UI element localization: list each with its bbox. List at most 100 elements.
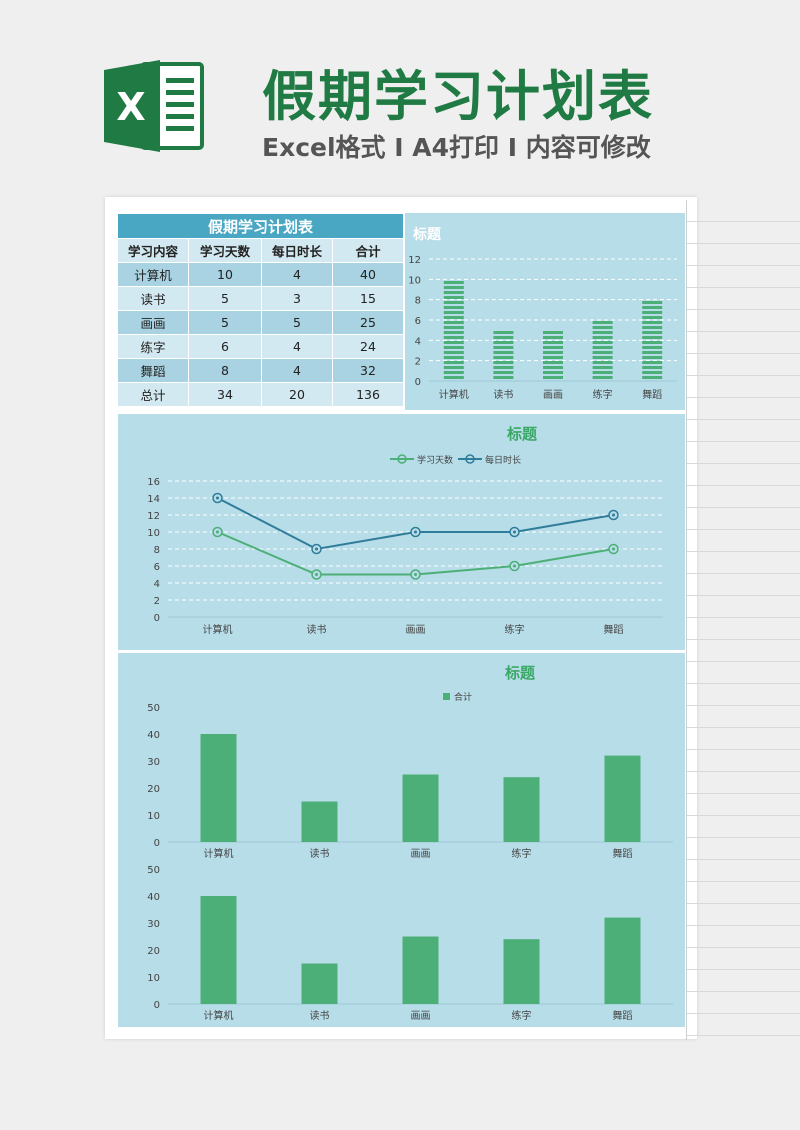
column-header[interactable]: 每日时长 <box>261 238 333 263</box>
table-cell[interactable]: 24 <box>331 334 405 359</box>
y-tick-label: 50 <box>147 703 160 714</box>
table-cell[interactable]: 总计 <box>117 382 189 407</box>
y-tick-label: 10 <box>408 275 421 286</box>
excel-logo-letter: X <box>116 85 145 129</box>
bar <box>200 896 237 1004</box>
y-tick-label: 50 <box>147 865 160 876</box>
data-point-center <box>414 573 417 576</box>
data-point-center <box>513 530 516 534</box>
data-point-center <box>414 530 417 534</box>
x-tick-label: 画画 <box>543 390 563 401</box>
y-tick-label: 10 <box>147 811 160 822</box>
y-tick-label: 2 <box>415 357 421 368</box>
legend-label: 合计 <box>454 691 472 703</box>
table-cell[interactable]: 25 <box>331 310 405 335</box>
y-tick-label: 20 <box>147 946 160 957</box>
bar <box>604 917 641 1004</box>
y-tick-label: 6 <box>154 562 160 573</box>
y-tick-label: 12 <box>408 255 421 266</box>
x-tick-label: 画画 <box>406 625 426 636</box>
spreadsheet-gridlines <box>686 200 800 1040</box>
table-row-total: 总计 34 20 136 <box>117 382 405 407</box>
y-tick-label: 2 <box>154 596 160 607</box>
x-tick-label: 计算机 <box>204 847 234 860</box>
legend-marker <box>397 454 407 464</box>
table-cell[interactable]: 画画 <box>117 310 189 335</box>
table-cell[interactable]: 10 <box>188 262 262 287</box>
data-point-center <box>612 513 615 517</box>
table-cell[interactable]: 15 <box>331 286 405 311</box>
data-point-center <box>315 547 318 551</box>
y-tick-label: 0 <box>154 1000 160 1011</box>
table-header-row: 学习内容 学习天数 每日时长 合计 <box>117 238 405 263</box>
y-tick-label: 30 <box>147 757 160 768</box>
x-tick-label: 计算机 <box>439 388 469 401</box>
table-row: 画画 5 5 25 <box>117 310 405 335</box>
y-tick-label: 40 <box>147 730 160 741</box>
chart-days-bar[interactable]: 标题 0 2 4 6 8 10 12 计算机 读书 画画 练字 舞蹈 <box>405 213 685 410</box>
table-cell[interactable]: 4 <box>261 358 333 383</box>
x-tick-label: 舞蹈 <box>613 848 633 860</box>
column-header[interactable]: 学习内容 <box>117 238 189 263</box>
bar <box>301 801 338 842</box>
y-tick-label: 6 <box>415 316 421 327</box>
table-cell[interactable]: 舞蹈 <box>117 358 189 383</box>
table-cell[interactable]: 40 <box>331 262 405 287</box>
table-cell[interactable]: 练字 <box>117 334 189 359</box>
y-tick-label: 4 <box>154 579 160 590</box>
x-tick-label: 画画 <box>411 849 431 860</box>
table-cell[interactable]: 136 <box>331 382 405 407</box>
column-header[interactable]: 学习天数 <box>188 238 262 263</box>
bar <box>200 734 237 842</box>
table-cell[interactable]: 34 <box>188 382 262 407</box>
table-title: 假期学习计划表 <box>116 213 405 239</box>
y-tick-label: 12 <box>147 511 160 522</box>
bar <box>503 777 540 842</box>
x-tick-label: 舞蹈 <box>604 624 624 636</box>
table-cell[interactable]: 8 <box>188 358 262 383</box>
table-cell[interactable]: 读书 <box>117 286 189 311</box>
table-cell[interactable]: 20 <box>261 382 333 407</box>
y-tick-label: 14 <box>147 494 160 505</box>
x-tick-label: 读书 <box>310 1009 330 1022</box>
bar <box>592 321 613 379</box>
x-tick-label: 读书 <box>310 847 330 860</box>
table-cell[interactable]: 5 <box>261 310 333 335</box>
header: X 假期学习计划表 Excel格式 I A4打印 I 内容可修改 <box>0 0 800 190</box>
legend-label: 学习天数 <box>417 454 453 466</box>
table-cell[interactable]: 3 <box>261 286 333 311</box>
x-tick-label: 画画 <box>411 1011 431 1022</box>
x-tick-label: 读书 <box>493 388 513 401</box>
plan-table: 假期学习计划表 学习内容 学习天数 每日时长 合计 计算机 10 4 40 读书… <box>116 213 405 407</box>
bar <box>301 963 338 1004</box>
legend-swatch <box>443 693 450 700</box>
chart-title: 标题 <box>504 664 536 682</box>
y-tick-label: 8 <box>415 296 421 307</box>
bar <box>402 936 439 1004</box>
x-tick-label: 练字 <box>505 623 525 636</box>
table-row: 读书 5 3 15 <box>117 286 405 311</box>
data-point-center <box>216 496 219 500</box>
table-cell[interactable]: 计算机 <box>117 262 189 287</box>
column-header[interactable]: 合计 <box>331 238 405 263</box>
table-cell[interactable]: 4 <box>261 334 333 359</box>
x-tick-label: 读书 <box>307 623 327 636</box>
bar <box>642 301 663 379</box>
table-cell[interactable]: 4 <box>261 262 333 287</box>
x-tick-label: 练字 <box>512 847 532 860</box>
x-tick-label: 练字 <box>512 1009 532 1022</box>
table-cell[interactable]: 5 <box>188 310 262 335</box>
y-tick-label: 4 <box>415 336 421 347</box>
y-tick-label: 8 <box>154 545 160 556</box>
table-cell[interactable]: 32 <box>331 358 405 383</box>
page-title: 假期学习计划表 <box>262 65 654 128</box>
series-line <box>217 497 614 551</box>
chart-title: 标题 <box>506 425 538 443</box>
bar <box>604 755 641 842</box>
data-point-center <box>513 564 516 568</box>
table-cell[interactable]: 5 <box>188 286 262 311</box>
table-cell[interactable]: 6 <box>188 334 262 359</box>
y-tick-label: 20 <box>147 784 160 795</box>
